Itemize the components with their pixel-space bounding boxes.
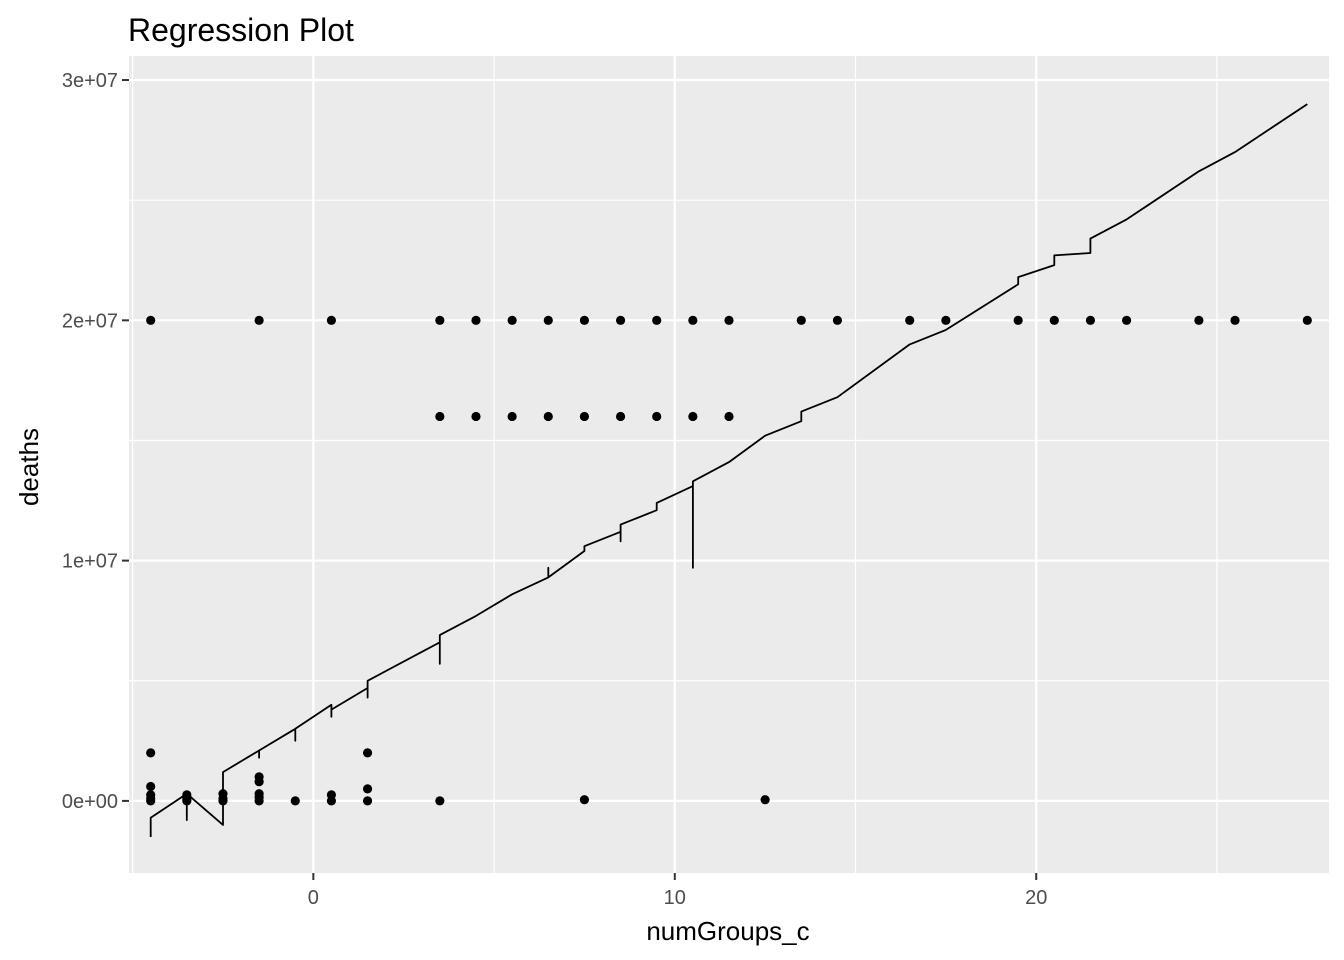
data-point [1230, 315, 1240, 325]
regression-line-layer [149, 103, 1308, 837]
regression-line [149, 103, 1308, 837]
data-point [724, 315, 734, 325]
chart-title: Regression Plot [128, 12, 354, 48]
data-point [326, 796, 337, 806]
data-point [1013, 315, 1023, 325]
x-tick-label: 0 [308, 887, 319, 909]
data-point [146, 781, 156, 792]
data-point [579, 795, 590, 805]
data-point [1302, 315, 1312, 325]
data-point [579, 411, 590, 422]
data-point [543, 411, 553, 422]
data-point [615, 315, 626, 325]
data-point [905, 315, 915, 325]
data-point [146, 315, 156, 325]
data-point [760, 795, 770, 805]
data-point [435, 796, 445, 806]
data-point [724, 411, 734, 422]
data-points [146, 315, 1312, 806]
data-point [435, 411, 445, 422]
data-point [543, 315, 553, 325]
data-point [688, 315, 698, 325]
data-point [507, 315, 517, 325]
data-point [652, 411, 662, 422]
plot-panel [129, 56, 1329, 873]
x-tick-label: 20 [1025, 887, 1047, 909]
data-point [1085, 315, 1096, 325]
data-point [254, 777, 264, 787]
data-point [941, 315, 951, 325]
data-point [832, 315, 843, 325]
data-point [688, 411, 698, 422]
axes: 0 10 20 0e+00 1e+07 2e+07 3e+07 [62, 70, 1048, 909]
y-tick-label: 1e+07 [62, 551, 118, 573]
data-point [796, 315, 806, 325]
data-point [326, 315, 337, 325]
data-point [1049, 315, 1059, 325]
data-point [1194, 315, 1204, 325]
data-point [435, 315, 445, 325]
data-point [652, 315, 662, 325]
y-tick-label: 2e+07 [62, 310, 118, 332]
y-tick-label: 0e+00 [62, 791, 118, 813]
data-point [182, 796, 192, 806]
data-point [362, 796, 373, 806]
data-point [146, 748, 156, 758]
data-point [471, 315, 481, 325]
data-point [362, 784, 373, 794]
x-tick-label: 10 [664, 887, 686, 909]
x-axis-title: numGroups_c [646, 916, 809, 946]
data-point [362, 748, 373, 758]
y-axis-title: deaths [14, 428, 44, 506]
data-point [146, 796, 156, 806]
data-point [471, 411, 481, 422]
data-point [507, 411, 517, 422]
data-point [218, 796, 228, 806]
data-point [579, 315, 590, 325]
data-point [615, 411, 626, 422]
data-point [290, 796, 300, 806]
y-tick-label: 3e+07 [62, 70, 118, 92]
data-point [1121, 315, 1132, 325]
data-point [254, 796, 264, 806]
data-point [254, 315, 264, 325]
